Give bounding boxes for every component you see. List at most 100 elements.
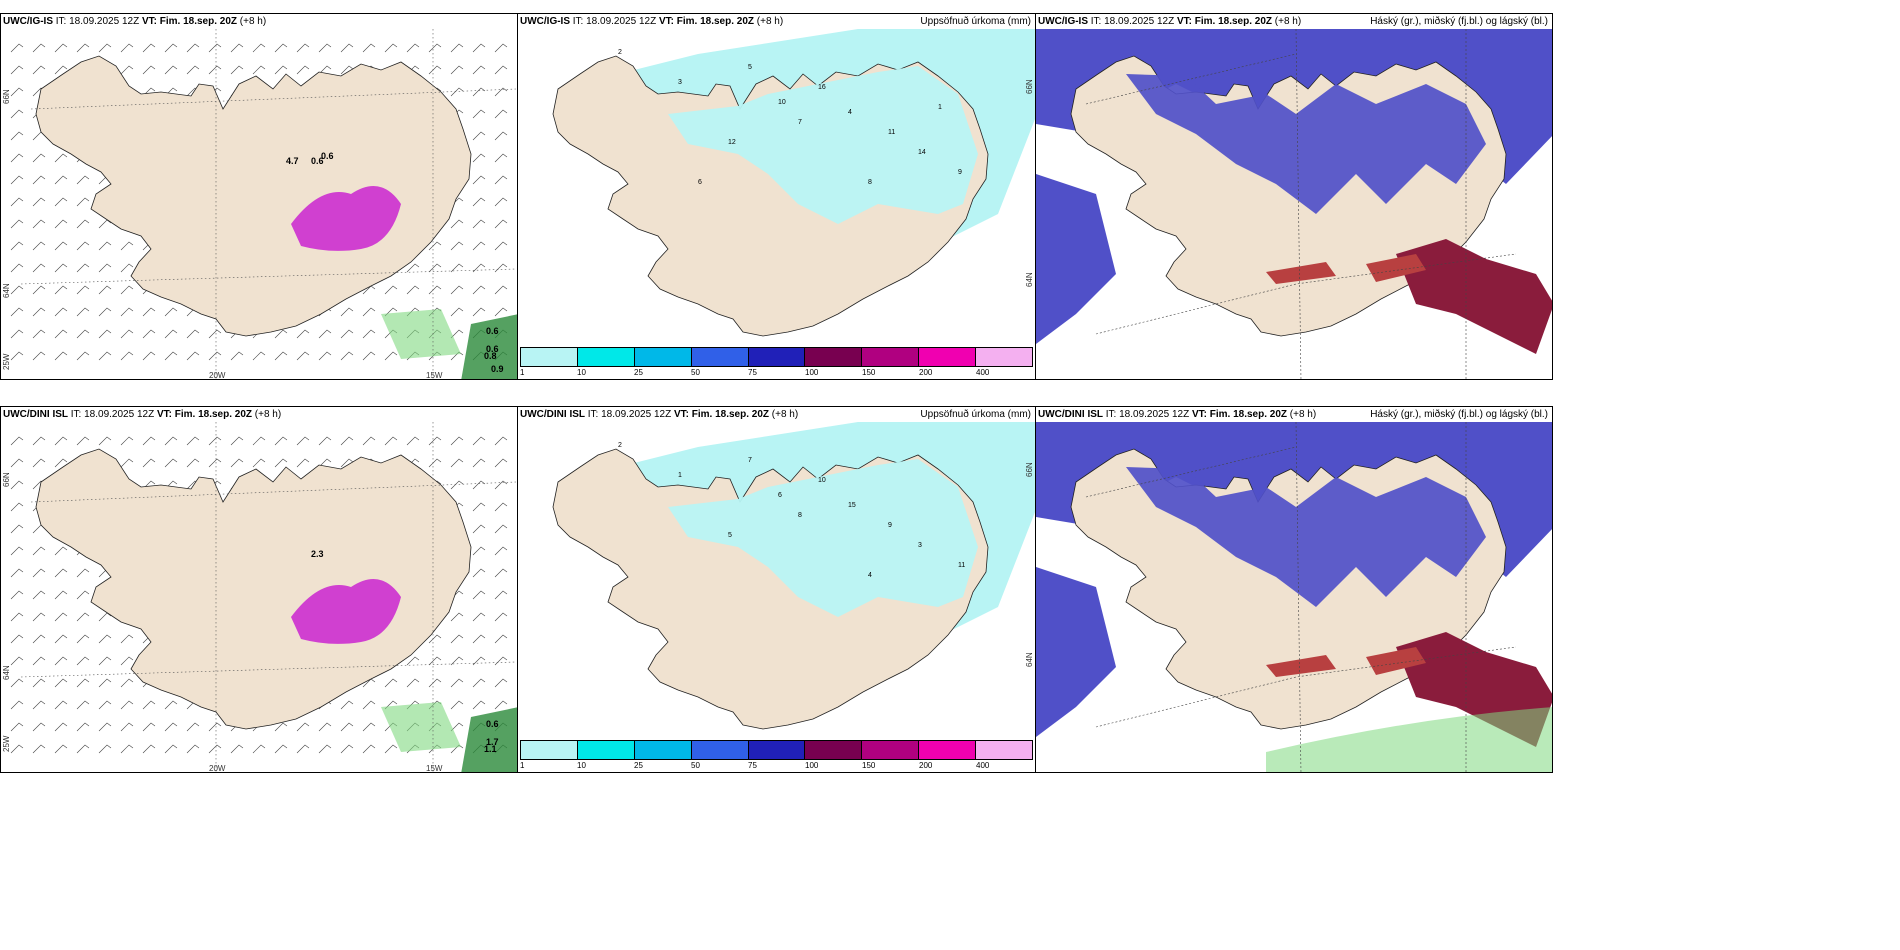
wind-barb [10,153,24,163]
wind-barb [274,436,288,446]
map-canvas: 0.60.60.80.60.94.7 0.6 [10,29,517,379]
wind-barb [32,612,46,622]
colorbar-swatch [577,741,635,759]
wind-barb [120,285,134,295]
wind-barb [164,744,178,754]
wind-barb [340,744,354,754]
wind-barb [10,197,24,207]
colorbar-tick-label: 10 [577,368,586,377]
wind-barb [142,329,156,339]
wind-barb [186,436,200,446]
colorbar-swatch [691,741,749,759]
wind-barb [76,241,90,251]
wind-barb [76,678,90,688]
wind-barb [32,43,46,53]
wind-barb [450,307,464,317]
low-cloud-area [1266,655,1336,677]
precip-value-label: 14 [918,149,926,156]
wind-barb [120,43,134,53]
precip-value-label: 7 [798,119,802,126]
wind-barb [54,678,68,688]
lat-label-66n: 66N [2,89,11,104]
wind-barb [76,263,90,273]
wind-barb [120,65,134,75]
low-cloud-area [1266,262,1336,284]
map-canvas: 2 1 7 6 10 15 8 9 5 3 11 4 [552,422,1035,730]
colorbar-ticks: 1 10 25 50 75 100 150 200 400 [520,367,1033,379]
panel-right-title: Uppsöfnuð úrkoma (mm) [920,16,1031,27]
map-panel-3: UWC/IG-IS IT: 18.09.2025 12Z VT: Fim. 18… [1035,13,1553,380]
wind-barb [494,87,508,97]
wind-barb [32,197,46,207]
iceland-land [35,55,472,337]
map-layer: 2 3 5 10 16 4 7 11 12 14 9 8 6 1 [552,29,1035,337]
wind-barb [472,131,486,141]
wind-barb [494,524,508,534]
wind-barb [450,65,464,75]
lon-label-25w: 25W [2,735,11,752]
wind-barb [494,307,508,317]
wind-barb [98,329,112,339]
wind-barb [450,241,464,251]
lat-label-66n: 66N [2,472,11,487]
lat-label-64n: 64N [2,665,11,680]
lat-label-64n: 64N [1025,272,1034,287]
wind-barb [164,65,178,75]
precip-value-label: 7 [748,457,752,464]
wind-barb [142,351,156,361]
precip-value-label: 9 [888,522,892,529]
wind-barb [32,634,46,644]
precip-area [988,29,1035,124]
wind-barb [142,65,156,75]
wind-barb [252,458,266,468]
wind-barb [494,65,508,75]
wind-barb [494,458,508,468]
wind-barb [10,436,24,446]
high-cloud-area [1126,467,1486,607]
lat-label-66n: 66N [1025,462,1034,477]
wind-barb [32,329,46,339]
gust-value-label: 1.7 [486,737,499,747]
wind-barb [428,263,442,273]
precip-value-label: 5 [748,64,752,71]
wind-barb [472,458,486,468]
wind-barb [340,722,354,732]
wind-barb [230,43,244,53]
map-canvas: 2 3 5 10 16 4 7 11 12 14 9 8 6 1 [552,29,1035,337]
precip-value-label: 2 [618,49,622,56]
wind-barb [142,436,156,446]
precip-value-label: 2 [618,442,622,449]
wind-barb [450,263,464,273]
panel-header: UWC/IG-IS IT: 18.09.2025 12Z VT: Fim. 18… [1038,16,1302,27]
wind-barb [32,65,46,75]
colorbar-swatch [862,348,920,366]
gust-value-label: 0.6 [486,326,499,336]
wind-barb [362,436,376,446]
wind-barb [472,612,486,622]
wind-barb [472,263,486,273]
colorbar-swatch [805,348,863,366]
wind-barb [54,612,68,622]
wind-barb [362,722,376,732]
wind-barb [120,436,134,446]
precip-value-label: 1 [678,472,682,479]
wind-barb [318,65,332,75]
wind-barb [164,722,178,732]
wind-barb [450,458,464,468]
high-cloud-area [1036,567,1116,737]
wind-barb [10,524,24,534]
wind-barb [54,175,68,185]
wind-barb [450,612,464,622]
wind-barb [494,175,508,185]
wind-barb [472,219,486,229]
wind-barb [230,436,244,446]
wind-barb [340,307,354,317]
wind-barb [406,285,420,295]
wind-barb [10,307,24,317]
precip-value-label: 12 [728,139,736,146]
map-canvas [1036,421,1552,772]
panel-header: UWC/IG-IS IT: 18.09.2025 12Z VT: Fim. 18… [520,16,784,27]
wind-barb [384,307,398,317]
panel-right-title: Háský (gr.), miðský (fj.bl.) og lágský (… [1370,409,1548,420]
low-cloud-area [1366,647,1426,675]
